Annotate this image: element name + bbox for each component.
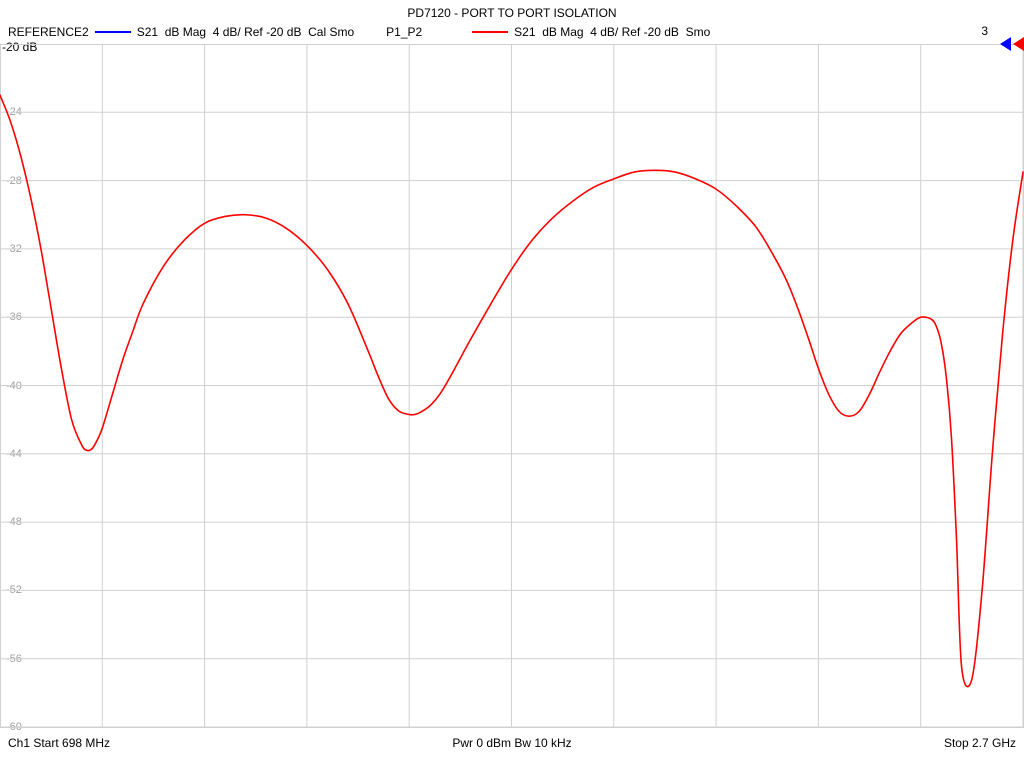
trace2-desc: S21 dB Mag 4 dB/ Ref -20 dB Smo bbox=[514, 25, 710, 39]
trace1-swatch bbox=[95, 31, 131, 33]
legend-row: REFERENCE2 S21 dB Mag 4 dB/ Ref -20 dB C… bbox=[8, 24, 1016, 40]
trace-marker-icon bbox=[1013, 37, 1024, 51]
trace1-desc: S21 dB Mag 4 dB/ Ref -20 dB Cal Smo bbox=[137, 25, 354, 39]
trace-marker-icon bbox=[1000, 37, 1011, 51]
chart-title: PD7120 - PORT TO PORT ISOLATION bbox=[0, 6, 1024, 20]
trace2-swatch bbox=[472, 31, 508, 33]
chart-footer: Ch1 Start 698 MHz Pwr 0 dBm Bw 10 kHz St… bbox=[8, 736, 1016, 752]
sweep-settings-label: Pwr 0 dBm Bw 10 kHz bbox=[8, 736, 1016, 750]
mid-trace-label: P1_P2 bbox=[386, 25, 422, 39]
chart-plot-area: -24-28-32-36-40-44-48-52-56-60 bbox=[0, 44, 1024, 728]
marker-number: 3 bbox=[981, 24, 988, 38]
reference-name: REFERENCE2 bbox=[8, 25, 89, 39]
vna-screenshot: PD7120 - PORT TO PORT ISOLATION REFERENC… bbox=[0, 0, 1024, 768]
